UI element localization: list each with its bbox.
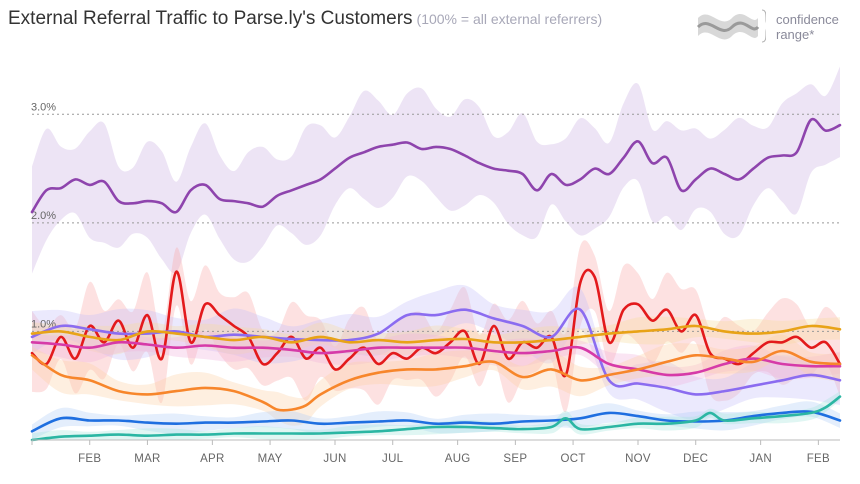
series-line-magenta	[30, 340, 842, 377]
series-lines	[30, 117, 842, 442]
chart-title: External Referral Traffic to Parse.ly's …	[8, 8, 413, 29]
x-tick-label: MAY	[258, 453, 283, 465]
x-tick-label: AUG	[445, 453, 471, 465]
confidence-band-purple	[32, 66, 840, 274]
legend-line-1: confidence	[776, 12, 839, 27]
series-line-blue	[30, 410, 842, 433]
x-tick-label: FEB	[78, 453, 101, 465]
x-tick-label: APR	[200, 453, 225, 465]
confidence-bands	[32, 66, 840, 441]
confidence-band-magenta	[32, 330, 840, 388]
chart-title-block: External Referral Traffic to Parse.ly's …	[8, 8, 602, 30]
y-gridline-label: 1.0%	[31, 318, 56, 330]
series-line-orange	[30, 349, 842, 412]
confidence-band-orange	[32, 334, 840, 426]
confidence-band-red	[32, 240, 840, 413]
x-tick-label: DEC	[683, 453, 708, 465]
x-tick-label: NOV	[625, 453, 651, 465]
confidence-legend: confidence range*	[696, 6, 856, 46]
x-tick-label: OCT	[560, 453, 585, 465]
series-line-gold	[30, 324, 842, 344]
confidence-band-violet	[32, 284, 840, 421]
x-tick-label: FEB	[807, 453, 830, 465]
series-line-purple	[30, 117, 842, 214]
legend-text: confidence range*	[776, 12, 839, 42]
confidence-band-blue	[32, 401, 840, 440]
y-gridline-label: 2.0%	[31, 210, 56, 222]
y-gridline-label: 3.0%	[31, 101, 56, 113]
x-axis: FEB MAR APR MAY JUN JUL AUG SEP OCT NOV DEC JAN FEB	[31, 439, 840, 465]
legend-line-2: range*	[776, 27, 815, 42]
gridlines: 1.0% 2.0% 3.0%	[31, 101, 840, 332]
x-tick-label: JAN	[749, 453, 772, 465]
series-line-teal	[30, 395, 842, 442]
x-tick-label: JUN	[323, 453, 346, 465]
x-tick-label: SEP	[503, 453, 527, 465]
chart-subtitle: (100% = all external referrers)	[416, 11, 603, 27]
x-tick-label: JUL	[382, 453, 404, 465]
x-tick-label: MAR	[134, 453, 160, 465]
confidence-band-teal	[32, 391, 840, 441]
